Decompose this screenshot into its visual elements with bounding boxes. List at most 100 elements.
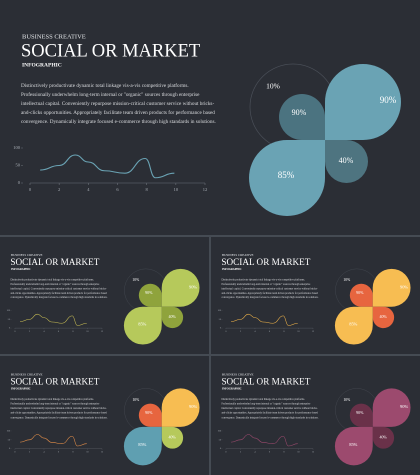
body-text: Distinctively productivate dynamic total…	[221, 398, 319, 420]
body-box: Distinctively productivate dynamic total…	[221, 398, 319, 420]
body-box: Distinctively productivate dynamic total…	[21, 83, 216, 125]
x-tick-label: 10	[297, 452, 300, 454]
x-tick-label: 6	[58, 452, 60, 454]
line-series	[40, 154, 175, 179]
petal-label: 90%	[145, 410, 153, 415]
x-tick-label: 10	[297, 331, 300, 333]
y-tick-label: 100	[218, 430, 222, 432]
title: SOCIAL OR MARKET	[10, 377, 99, 387]
subtitle: BUSINESS CREATIVE	[222, 253, 254, 257]
x-tick-label: 12	[101, 452, 103, 454]
petal-label: 85%	[278, 170, 295, 180]
petal-label: 85%	[349, 322, 357, 327]
x-tick-label: 10	[86, 452, 89, 454]
petal-label: 90%	[189, 404, 197, 409]
line-series	[231, 434, 298, 447]
x-tick-label: 2	[240, 452, 241, 454]
petal	[138, 403, 162, 427]
tag: INFOGRAPHIC	[22, 62, 62, 68]
tag: INFOGRAPHIC	[222, 388, 242, 391]
petal-label: 10%	[266, 82, 280, 91]
x-tick-label: 2	[29, 452, 30, 454]
petal	[372, 268, 411, 307]
subtitle: BUSINESS CREATIVE	[222, 372, 254, 376]
body-text: Distinctively productivate dynamic total…	[21, 83, 216, 125]
petal-label: 10%	[132, 278, 139, 282]
petal-label: 85%	[138, 442, 146, 447]
y-tick-label: 100	[13, 145, 21, 150]
petal-label: 40%	[339, 156, 354, 165]
petal	[123, 306, 162, 345]
body-text: Distinctively productivate dynamic total…	[10, 398, 108, 420]
x-tick-label: 12	[203, 187, 208, 192]
petal-label: 90%	[400, 404, 408, 409]
title: SOCIAL OR MARKET	[10, 257, 99, 267]
petal-label: 90%	[400, 284, 408, 289]
y-tick-label: 0	[220, 328, 222, 330]
petal-label: 40%	[380, 434, 388, 439]
x-tick-label: 6	[116, 187, 119, 192]
petal	[325, 140, 368, 183]
petal-label: 90%	[292, 108, 307, 117]
y-tick-label: 50	[8, 439, 11, 441]
petal	[161, 388, 200, 427]
line-series	[20, 434, 87, 447]
x-tick-label: 0	[14, 452, 16, 454]
x-tick-label: 6	[58, 331, 60, 333]
petal-label: 40%	[169, 434, 177, 439]
body-box: Distinctively productivate dynamic total…	[10, 278, 108, 300]
x-tick-label: 0	[29, 187, 32, 192]
y-tick-label: 0	[9, 328, 11, 330]
x-tick-label: 4	[254, 331, 256, 333]
y-tick-label: 100	[7, 310, 11, 312]
petal	[349, 283, 373, 307]
tag: INFOGRAPHIC	[222, 268, 242, 271]
petal-label: 90%	[356, 290, 364, 295]
x-tick-label: 4	[43, 331, 45, 333]
title: SOCIAL OR MARKET	[21, 41, 200, 61]
x-tick-label: 8	[72, 331, 74, 333]
body-text: Distinctively productivate dynamic total…	[10, 278, 108, 300]
petal	[372, 426, 395, 449]
x-tick-label: 2	[29, 331, 30, 333]
x-tick-label: 10	[86, 331, 89, 333]
y-tick-label: 100	[7, 430, 11, 432]
subtitle: BUSINESS CREATIVE	[11, 253, 43, 257]
x-tick-label: 2	[240, 331, 241, 333]
x-tick-label: 6	[269, 452, 271, 454]
y-tick-label: 0	[9, 448, 11, 450]
x-tick-label: 10	[174, 187, 179, 192]
x-tick-label: 12	[312, 331, 314, 333]
x-tick-label: 2	[58, 187, 60, 192]
body-box: Distinctively productivate dynamic total…	[221, 278, 319, 300]
x-tick-label: 12	[312, 452, 314, 454]
petal-label: 40%	[380, 314, 388, 319]
x-tick-label: 8	[72, 452, 74, 454]
y-tick-label: 50	[219, 319, 222, 321]
y-tick-label: 50	[16, 163, 21, 168]
x-tick-label: 8	[283, 331, 285, 333]
y-tick-label: 100	[218, 310, 222, 312]
subtitle: BUSINESS CREATIVE	[22, 33, 86, 40]
petal-label: 10%	[343, 398, 350, 402]
petal	[161, 426, 184, 449]
petal	[372, 388, 411, 427]
y-tick-label: 50	[8, 319, 11, 321]
tag: INFOGRAPHIC	[11, 268, 31, 271]
petal	[372, 306, 395, 329]
petal	[161, 268, 200, 307]
body-text: Distinctively productivate dynamic total…	[221, 278, 319, 300]
y-tick-label: 50	[219, 439, 222, 441]
title: SOCIAL OR MARKET	[221, 257, 310, 267]
x-tick-label: 12	[101, 331, 103, 333]
petal-label: 90%	[380, 95, 397, 105]
petal-label: 85%	[349, 442, 357, 447]
body-box: Distinctively productivate dynamic total…	[10, 398, 108, 420]
x-tick-label: 6	[269, 331, 271, 333]
x-tick-label: 4	[254, 452, 256, 454]
x-tick-label: 4	[87, 187, 90, 192]
tag: INFOGRAPHIC	[11, 388, 31, 391]
